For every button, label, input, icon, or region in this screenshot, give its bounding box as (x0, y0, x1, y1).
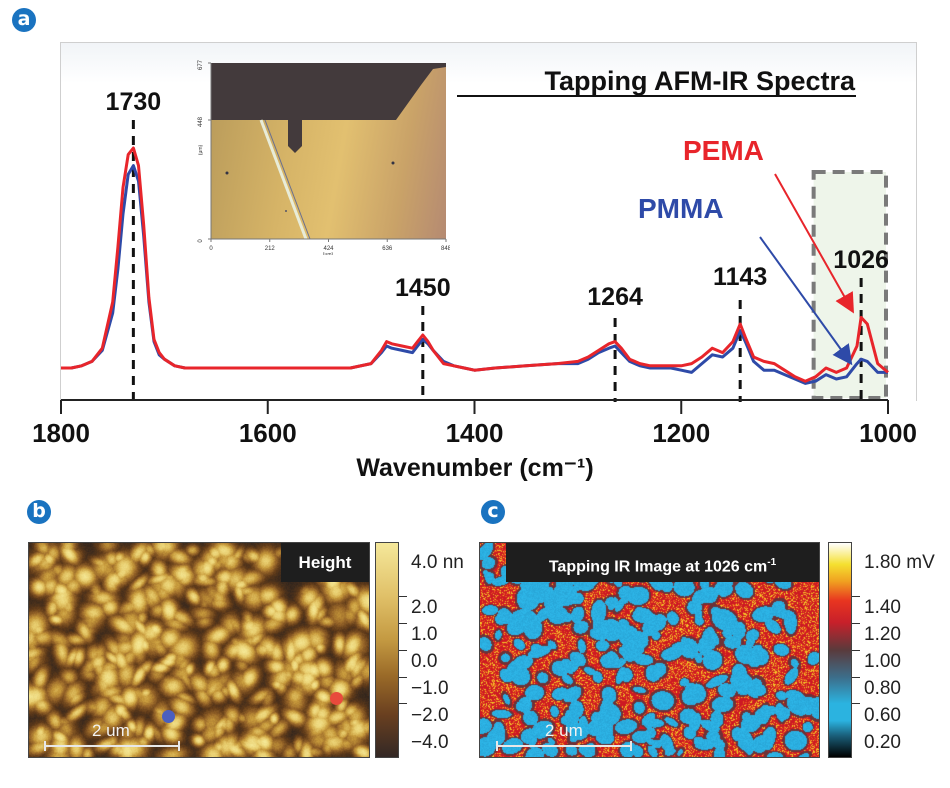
ir-map-title: Tapping IR Image at 1026 cm-1 (506, 543, 819, 582)
debris (285, 210, 287, 212)
inset-y-tick-label: 448 (198, 116, 204, 127)
height-map-title: Height (281, 543, 369, 582)
x-tick-label: 1000 (859, 418, 917, 448)
inset-x-tick-label: 636 (382, 246, 393, 252)
cantilever (211, 63, 446, 120)
pema-location-marker (330, 692, 343, 705)
peak-label-1264: 1264 (587, 283, 643, 311)
height-colorbar-tick (399, 623, 407, 624)
height-colorbar-label: 4.0 nn (411, 552, 464, 573)
ir-colorbar-label: 1.40 (864, 597, 901, 618)
legend-pema-arrow (774, 173, 854, 314)
height-colorbar-label: −1.0 (411, 678, 449, 699)
panel-c-badge: c (481, 500, 505, 524)
height-colorbar-tick (399, 596, 407, 597)
ir-colorbar-label: 0.80 (864, 678, 901, 699)
inset-x-tick-label: 424 (323, 246, 334, 252)
sample-scratch (259, 119, 308, 239)
ir-colorbar-tick (852, 703, 860, 704)
height-colorbar-tick (399, 703, 407, 704)
inset-y-tick-label: 0 (198, 239, 204, 243)
height-colorbar-tick (399, 677, 407, 678)
peak-label-1143: 1143 (713, 263, 767, 291)
peak-lines (131, 120, 863, 402)
legend-pmma: PMMA (638, 193, 724, 224)
x-tick-label: 1800 (32, 418, 90, 448)
height-map: Height 2 um (28, 542, 370, 758)
spectra-chart: 1800 1600 1400 1200 1000 Wavenumber (cm⁻¹) 1… (32, 66, 917, 482)
debris (391, 161, 395, 165)
ir-map-scalebar (496, 741, 632, 751)
legend-pmma-arrow (759, 236, 853, 366)
legend-pema: PEMA (683, 135, 764, 166)
peak-labels: 1730 1450 1264 1143 1026 (106, 88, 889, 311)
height-map-scalebar (44, 741, 180, 751)
inset-x-tick-label: 212 (265, 246, 276, 252)
ir-colorbar-tick (852, 596, 860, 597)
inset-axes: 0 212 424 636 848 (μm) 0 448 677 (μm) (198, 59, 450, 255)
peak-label-1730: 1730 (106, 88, 162, 116)
height-colorbar-label: −2.0 (411, 705, 449, 726)
x-tick-label: 1400 (446, 418, 504, 448)
ir-map-title-text: Tapping IR Image at 1026 cm (548, 558, 768, 576)
series-group (61, 146, 889, 385)
debris (225, 171, 229, 175)
cantilever-tip (288, 120, 302, 153)
ir-map-title-superscript: -1 (767, 557, 777, 568)
x-ticks: 1800 1600 1400 1200 1000 (32, 400, 917, 448)
ir-colorbar-tick (852, 677, 860, 678)
height-colorbar-label: 2.0 (411, 597, 438, 618)
height-colorbar-label: 0.0 (411, 651, 438, 672)
x-tick-label: 1200 (652, 418, 710, 448)
spectra-frame (60, 42, 917, 401)
ir-colorbar-label: 1.00 (864, 651, 901, 672)
inset-y-unit: (μm) (198, 144, 204, 155)
inset-y-tick-label: 677 (198, 59, 204, 70)
chart-title: Tapping AFM-IR Spectra (545, 66, 856, 96)
ir-colorbar (828, 542, 852, 758)
inset-x-tick-label: 0 (209, 246, 213, 252)
height-colorbar (375, 542, 399, 758)
height-colorbar-label: 1.0 (411, 624, 438, 645)
peak-label-1026: 1026 (833, 246, 889, 274)
ir-map: Tapping IR Image at 1026 cm-1 2 um (479, 542, 820, 758)
sample-scratch-edge (264, 119, 311, 239)
pmma-location-marker (162, 710, 175, 723)
ir-colorbar-tick (852, 650, 860, 651)
panel-a-badge: a (12, 8, 36, 32)
ir-colorbar-tick (852, 623, 860, 624)
height-map-scale-label: 2 um (92, 721, 130, 740)
inset-microscope-image (211, 63, 446, 239)
ir-map-scale-label: 2 um (545, 721, 583, 740)
peak-label-1450: 1450 (395, 274, 451, 302)
inset-x-tick-label: 848 (441, 246, 450, 252)
panel-b-badge: b (27, 500, 51, 524)
height-colorbar-label: −4.0 (411, 732, 449, 753)
x-axis-label: Wavenumber (cm⁻¹) (356, 454, 593, 482)
height-colorbar-tick (399, 650, 407, 651)
ir-colorbar-label: 0.60 (864, 705, 901, 726)
inset-x-unit: (μm) (323, 252, 334, 255)
x-tick-label: 1600 (239, 418, 297, 448)
ir-colorbar-label: 1.80 mV (864, 552, 935, 573)
series-line-pema (61, 146, 889, 383)
ir-colorbar-label: 1.20 (864, 624, 901, 645)
ir-colorbar-label: 0.20 (864, 732, 901, 753)
